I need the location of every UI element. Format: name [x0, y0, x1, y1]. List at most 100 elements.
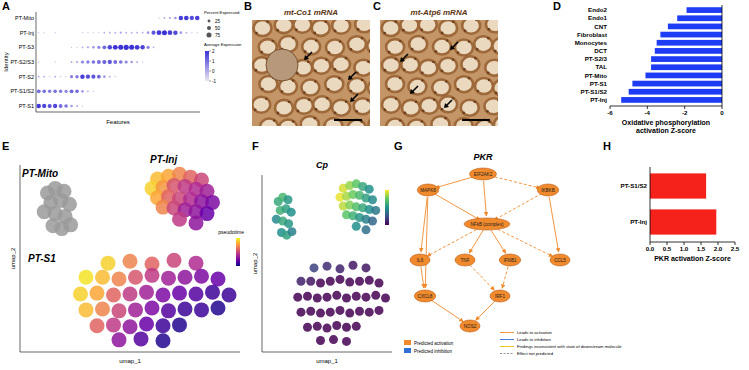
dot	[147, 31, 150, 34]
dot	[120, 32, 122, 34]
dot	[130, 61, 133, 64]
colorbar	[236, 238, 240, 266]
nucleus	[475, 20, 477, 21]
point	[303, 323, 312, 332]
nucleus	[497, 99, 498, 101]
tissue	[380, 20, 498, 126]
point	[306, 277, 315, 286]
node-label: CXCL8	[418, 294, 433, 299]
node	[460, 320, 480, 332]
point	[106, 287, 121, 302]
tubule	[408, 79, 426, 95]
edge	[490, 176, 540, 188]
legend-label: Leads to activation	[517, 330, 553, 335]
nucleus	[413, 20, 415, 21]
tubule	[313, 96, 331, 112]
dot	[38, 76, 40, 78]
point	[316, 278, 325, 287]
point	[297, 277, 306, 286]
nucleus	[334, 68, 337, 71]
category-label: TAL	[595, 63, 607, 70]
tubule	[461, 100, 479, 116]
nucleus	[452, 97, 454, 99]
point	[375, 306, 384, 315]
axis-line	[262, 352, 392, 353]
nucleus	[487, 71, 490, 74]
nucleus	[261, 88, 264, 91]
bar	[657, 40, 722, 46]
bar	[660, 32, 722, 38]
nucleus	[457, 88, 460, 91]
axis-line	[650, 242, 735, 243]
edge	[470, 265, 495, 290]
dot	[75, 89, 79, 93]
category-label: PT-Inj	[630, 218, 647, 225]
tubule	[419, 60, 437, 76]
dot	[102, 60, 106, 64]
edge	[491, 230, 506, 253]
nucleus	[415, 101, 417, 103]
dot	[140, 45, 144, 49]
nucleus	[345, 20, 347, 21]
nucleus	[452, 59, 454, 61]
tubule	[368, 80, 370, 96]
point	[371, 291, 380, 300]
row-label: PT-S2/S3	[10, 59, 34, 65]
nucleus	[255, 69, 258, 72]
dot	[136, 61, 138, 63]
row-label: PT-S2	[19, 74, 34, 80]
arrow-head	[348, 75, 353, 80]
nucleus	[288, 20, 290, 21]
bar	[629, 89, 722, 95]
dot	[59, 90, 62, 93]
nucleus	[367, 99, 369, 101]
tubule	[332, 20, 350, 34]
edge	[421, 267, 424, 288]
tubule	[332, 56, 350, 72]
point	[342, 294, 351, 303]
tubule	[369, 116, 370, 126]
point	[156, 333, 171, 348]
dot	[124, 45, 129, 50]
dot	[76, 47, 77, 48]
dot	[93, 32, 94, 33]
tubule	[439, 96, 457, 112]
point	[123, 287, 138, 302]
legend-line	[500, 353, 514, 354]
point	[362, 263, 371, 272]
bars	[621, 7, 722, 103]
tick-label: -2	[682, 109, 688, 116]
point	[352, 222, 361, 231]
dot	[49, 76, 50, 77]
tubule	[484, 98, 498, 114]
point	[189, 287, 204, 302]
point	[293, 293, 302, 302]
nucleus	[303, 91, 306, 94]
nucleus	[370, 92, 371, 95]
node	[490, 290, 510, 302]
legend-swatch	[404, 348, 411, 353]
dot	[91, 75, 95, 79]
dot	[114, 32, 116, 34]
nucleus	[356, 71, 359, 74]
bar	[655, 48, 722, 54]
tick-label: 0.0	[646, 245, 655, 252]
point	[172, 317, 187, 332]
nucleus	[361, 37, 363, 39]
point	[323, 262, 332, 271]
legend-dot	[206, 32, 211, 37]
nucleus	[350, 90, 353, 93]
nucleus	[395, 21, 397, 23]
legend-swatch	[404, 340, 411, 345]
point	[336, 275, 345, 284]
dot	[53, 89, 57, 93]
tubule	[355, 20, 370, 32]
nucleus	[288, 101, 290, 103]
nucleus	[304, 50, 307, 53]
point	[139, 316, 154, 331]
nucleus	[486, 110, 489, 113]
colorbar-label: 0	[212, 69, 215, 74]
nucleus	[446, 39, 448, 41]
dot	[87, 32, 88, 33]
point	[368, 195, 377, 204]
